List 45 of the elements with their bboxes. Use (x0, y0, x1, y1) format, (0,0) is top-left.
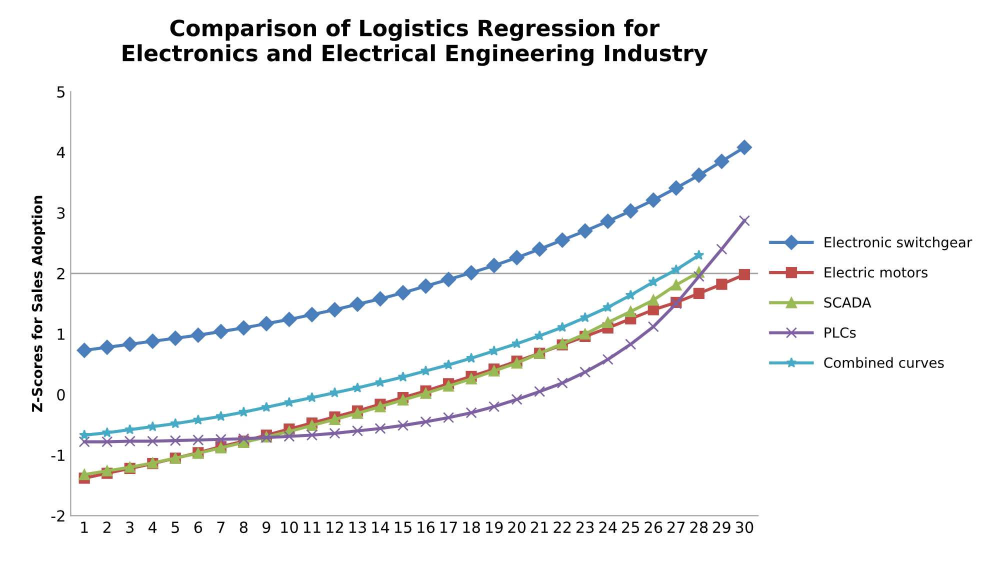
x-tick-label: 27 (668, 522, 685, 533)
x-tick-label: 11 (304, 522, 320, 533)
x-tick-label: 2 (103, 522, 110, 533)
x-tick-label: 23 (576, 522, 594, 534)
y-tick-label: 5 (57, 86, 65, 98)
x-tick-label: 8 (240, 522, 248, 534)
x-tick-label: 7 (217, 522, 224, 533)
x-tick-label: 21 (530, 522, 548, 533)
x-tick-label: 30 (736, 522, 754, 534)
y-axis-title: Z-Scores for Sales Adoption (32, 196, 46, 412)
y-tick-label: 1 (58, 328, 64, 340)
y-tick-label: -2 (51, 510, 64, 522)
x-tick-label: 15 (394, 522, 412, 534)
x-tick-label: 26 (644, 522, 662, 534)
x-tick-label: 14 (372, 522, 390, 533)
y-tick-label: 0 (57, 389, 65, 401)
x-tick-label: 12 (326, 522, 343, 533)
x-tick-label: 20 (508, 522, 526, 534)
x-tick-label: 25 (622, 522, 640, 534)
x-tick-label: 29 (713, 522, 730, 534)
y-tick-label: 4 (56, 146, 65, 158)
legend-label: PLCs (824, 327, 856, 338)
y-tick-label: 2 (57, 268, 64, 280)
x-tick-label: 5 (172, 522, 179, 534)
x-tick-label: 28 (690, 522, 708, 534)
x-tick-label: 13 (349, 522, 366, 534)
x-tick-label: 24 (599, 522, 617, 533)
legend-label: Combined curves (824, 357, 944, 368)
x-tick-label: 18 (463, 522, 480, 534)
x-tick-label: 3 (126, 522, 134, 534)
x-tick-label: 22 (554, 522, 571, 533)
x-tick-label: 17 (440, 522, 457, 533)
chart-title: Comparison of Logistics Regression for Electronics and Electrical Engineering Industry (122, 19, 708, 66)
y-tick-label: -1 (51, 450, 64, 461)
x-tick-label: 6 (194, 522, 202, 534)
x-tick-label: 1 (81, 522, 88, 533)
x-tick-label: 9 (262, 522, 270, 534)
x-tick-label: 10 (281, 522, 298, 534)
legend-label: Electric motors (824, 266, 928, 278)
y-tick-label: 3 (57, 207, 65, 219)
x-tick-label: 16 (418, 522, 435, 534)
x-tick-label: 19 (486, 522, 503, 534)
legend-label: SCADA (824, 297, 872, 308)
x-tick-label: 4 (148, 522, 157, 533)
legend-label: Electronic switchgear (824, 236, 972, 250)
